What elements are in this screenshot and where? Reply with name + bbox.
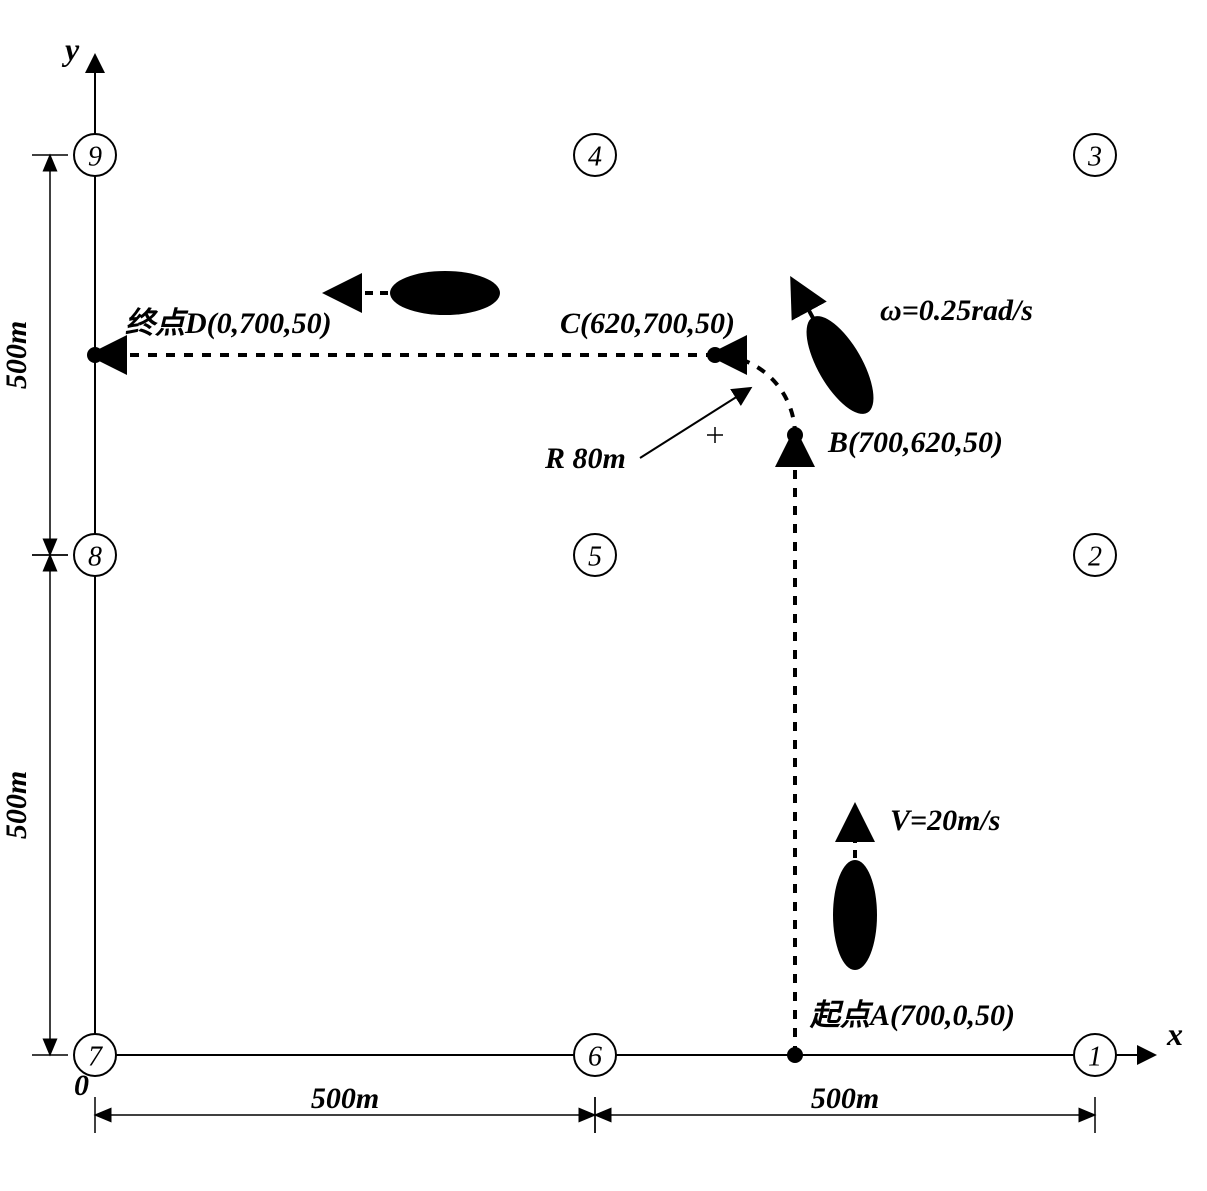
dimension-label: 500m — [0, 321, 33, 389]
path-point-b — [787, 427, 803, 443]
radius-label: R 80m — [544, 442, 626, 475]
path-point-a — [787, 1047, 803, 1063]
uav-annotation-1: ω=0.25rad/s — [880, 294, 1033, 327]
grid-marker-num-9: 9 — [88, 142, 102, 173]
grid-marker-num-2: 2 — [1088, 542, 1102, 573]
uav-annotation-0: V=20m/s — [890, 804, 1000, 837]
path-point-d — [87, 347, 103, 363]
grid-marker-num-3: 3 — [1087, 142, 1102, 173]
grid-marker-num-5: 5 — [588, 542, 602, 573]
dimension-label: 500m — [0, 771, 33, 839]
grid-marker-num-7: 7 — [88, 1042, 103, 1073]
trajectory-diagram: xy0500m500m500m500m起点A(700,0,50)B(700,62… — [0, 0, 1207, 1191]
dimension-label: 500m — [811, 1082, 879, 1115]
uav-arrow-1 — [794, 283, 813, 318]
path-point-label-d: 终点D(0,700,50) — [125, 307, 332, 340]
path-point-label-c: C(620,700,50) — [560, 307, 735, 340]
uav-0 — [833, 810, 877, 970]
grid-marker-num-1: 1 — [1088, 1042, 1102, 1073]
path-point-label-b: B(700,620,50) — [827, 426, 1003, 459]
dimension-label: 500m — [311, 1082, 379, 1115]
radius-leader — [640, 389, 749, 458]
uav-2 — [330, 271, 500, 315]
path-segment-arc-bc — [715, 355, 795, 435]
uav-1 — [793, 283, 886, 424]
x-axis-label: x — [1166, 1016, 1183, 1052]
grid-marker-num-6: 6 — [588, 1042, 602, 1073]
path-point-label-a: 起点A(700,0,50) — [809, 999, 1015, 1032]
path-point-c — [707, 347, 723, 363]
grid-marker-num-8: 8 — [88, 542, 102, 573]
grid-marker-num-4: 4 — [588, 142, 602, 173]
y-axis-label: y — [61, 31, 80, 67]
